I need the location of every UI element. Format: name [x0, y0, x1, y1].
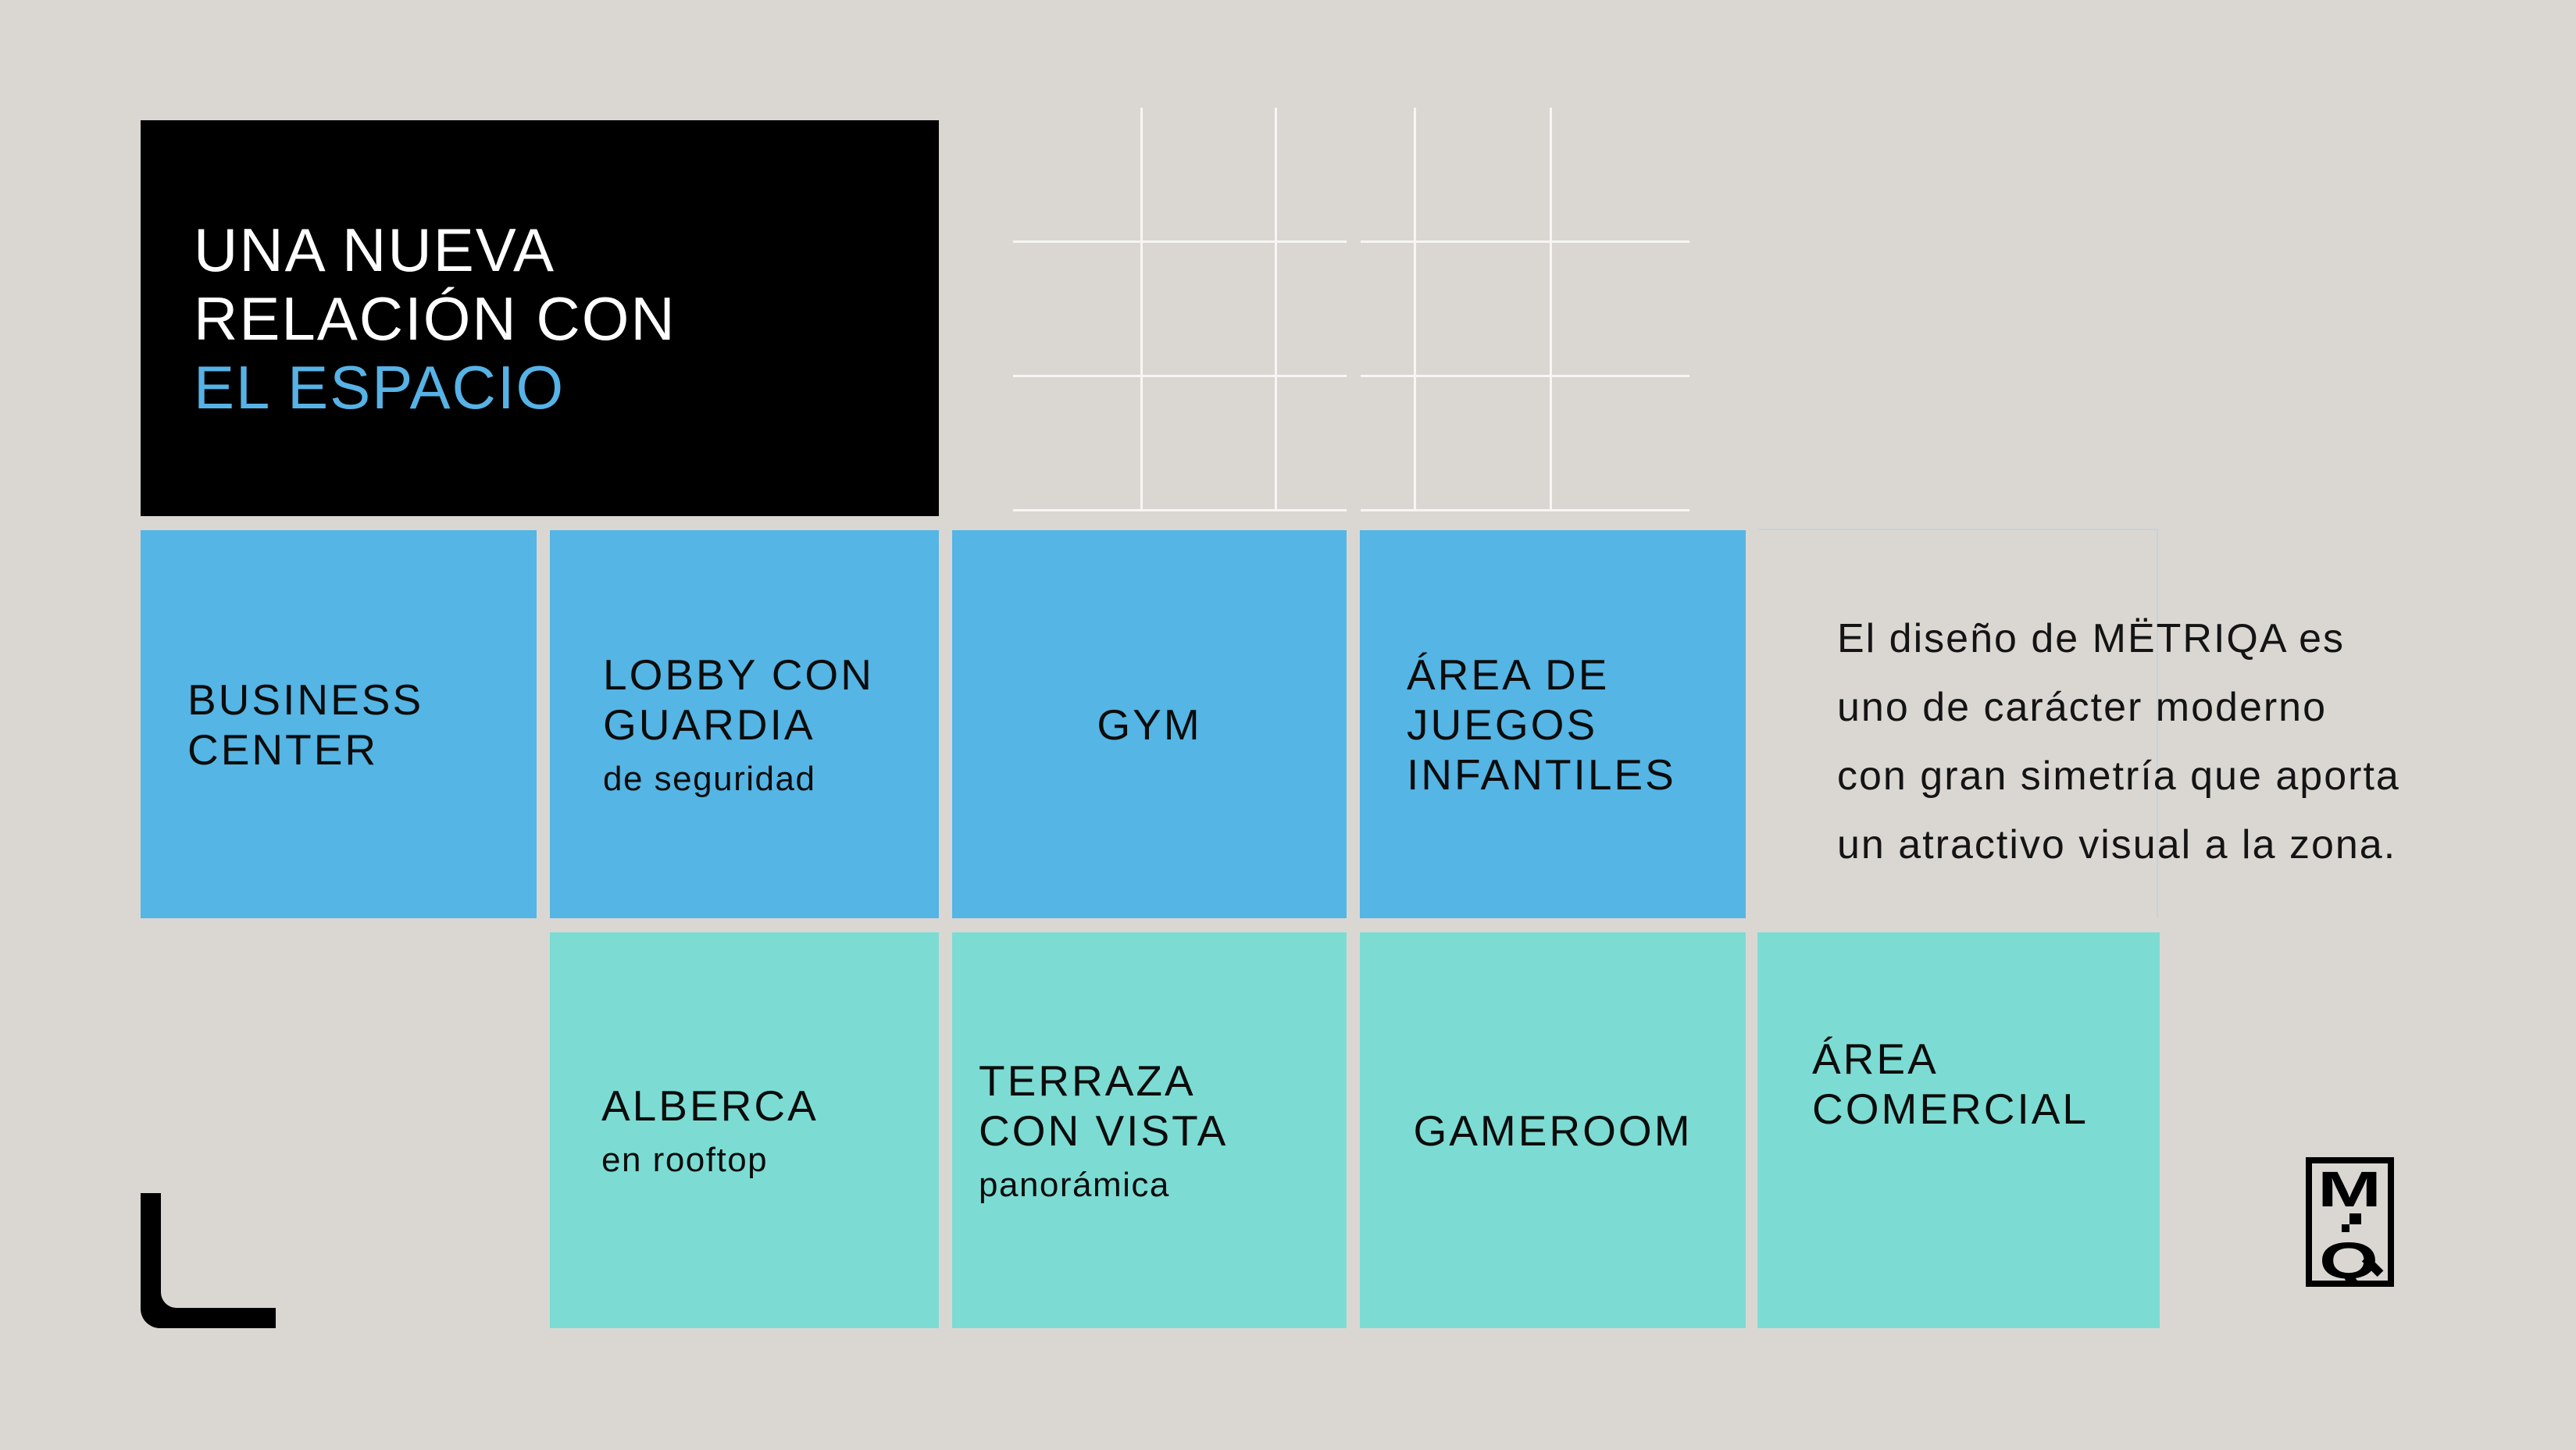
amenity-box-area-comercial: ÁREA COMERCIAL — [1757, 932, 2160, 1328]
grid-line — [1361, 509, 1689, 511]
ghost-box-outline — [1757, 529, 2158, 918]
amenity-label-line: JUEGOS — [1407, 700, 1598, 749]
amenity-label-line: BUSINESS — [187, 675, 424, 724]
l-corner-mark — [141, 1193, 277, 1332]
hero-title-accent: EL ESPACIO — [194, 353, 566, 422]
grid-line — [1414, 108, 1416, 511]
logo-q-tail — [2361, 1255, 2384, 1277]
amenity-label-line: ÁREA — [1812, 1035, 1939, 1083]
grid-line — [1013, 375, 1347, 377]
hero-title-line-1: UNA NUEVA — [194, 216, 555, 284]
hero-panel: UNA NUEVA RELACIÓN CON EL ESPACIO — [141, 120, 939, 516]
grid-line — [1013, 509, 1347, 511]
amenity-label-line: CON VISTA — [979, 1106, 1229, 1155]
amenity-box-terraza: TERRAZA CON VISTA panorámica — [952, 932, 1347, 1328]
description-line: un atractivo visual a la zona. — [1837, 822, 2397, 868]
amenity-label-line: GUARDIA — [603, 700, 815, 749]
amenity-label-line: GYM — [1097, 700, 1202, 749]
amenity-box-alberca: ALBERCA en rooftop — [550, 932, 939, 1328]
amenity-box-juegos-infantiles: ÁREA DE JUEGOS INFANTILES — [1360, 530, 1746, 918]
description-text: El diseño de MËTRIQA es uno de carácter … — [1837, 604, 2571, 879]
amenity-box-gameroom: GAMEROOM — [1360, 932, 1746, 1328]
brand-logo: M Q — [2306, 1157, 2394, 1291]
amenity-label-line: COMERCIAL — [1812, 1085, 2089, 1133]
amenity-label-line: ÁREA DE — [1407, 650, 1610, 699]
amenity-box-gym: GYM — [952, 530, 1347, 918]
amenity-box-lobby: LOBBY CON GUARDIA de seguridad — [550, 530, 939, 918]
grid-line — [1140, 108, 1143, 511]
amenity-label-line: LOBBY CON — [603, 650, 874, 699]
amenity-box-business-center: BUSINESS CENTER — [141, 530, 537, 918]
hero-title-line-2: RELACIÓN CON — [194, 284, 676, 353]
grid-line — [1013, 240, 1347, 243]
grid-line — [1361, 240, 1689, 243]
amenity-subtitle: en rooftop — [601, 1140, 769, 1179]
amenity-label-line: CENTER — [187, 725, 379, 774]
amenity-subtitle: de seguridad — [603, 759, 816, 798]
description-line: uno de carácter moderno — [1837, 685, 2328, 730]
l-mark-shape — [141, 1193, 276, 1328]
logo-pixel-small — [2342, 1224, 2349, 1232]
grid-line — [1550, 108, 1552, 511]
amenity-label-line: ALBERCA — [601, 1081, 819, 1130]
amenity-label-line: GAMEROOM — [1413, 1106, 1693, 1155]
amenity-label-line: INFANTILES — [1407, 750, 1676, 799]
description-line: El diseño de MËTRIQA es — [1837, 616, 2346, 661]
logo-letter-m: M — [2317, 1161, 2382, 1217]
brand-logo-mark: M Q — [2306, 1157, 2394, 1289]
amenity-subtitle: panorámica — [979, 1165, 1170, 1204]
amenity-label-line: TERRAZA — [979, 1056, 1196, 1105]
grid-line — [1275, 108, 1277, 511]
grid-line — [1361, 375, 1689, 377]
description-line: con gran simetría que aporta — [1837, 754, 2400, 799]
logo-pixel-large — [2349, 1213, 2361, 1224]
